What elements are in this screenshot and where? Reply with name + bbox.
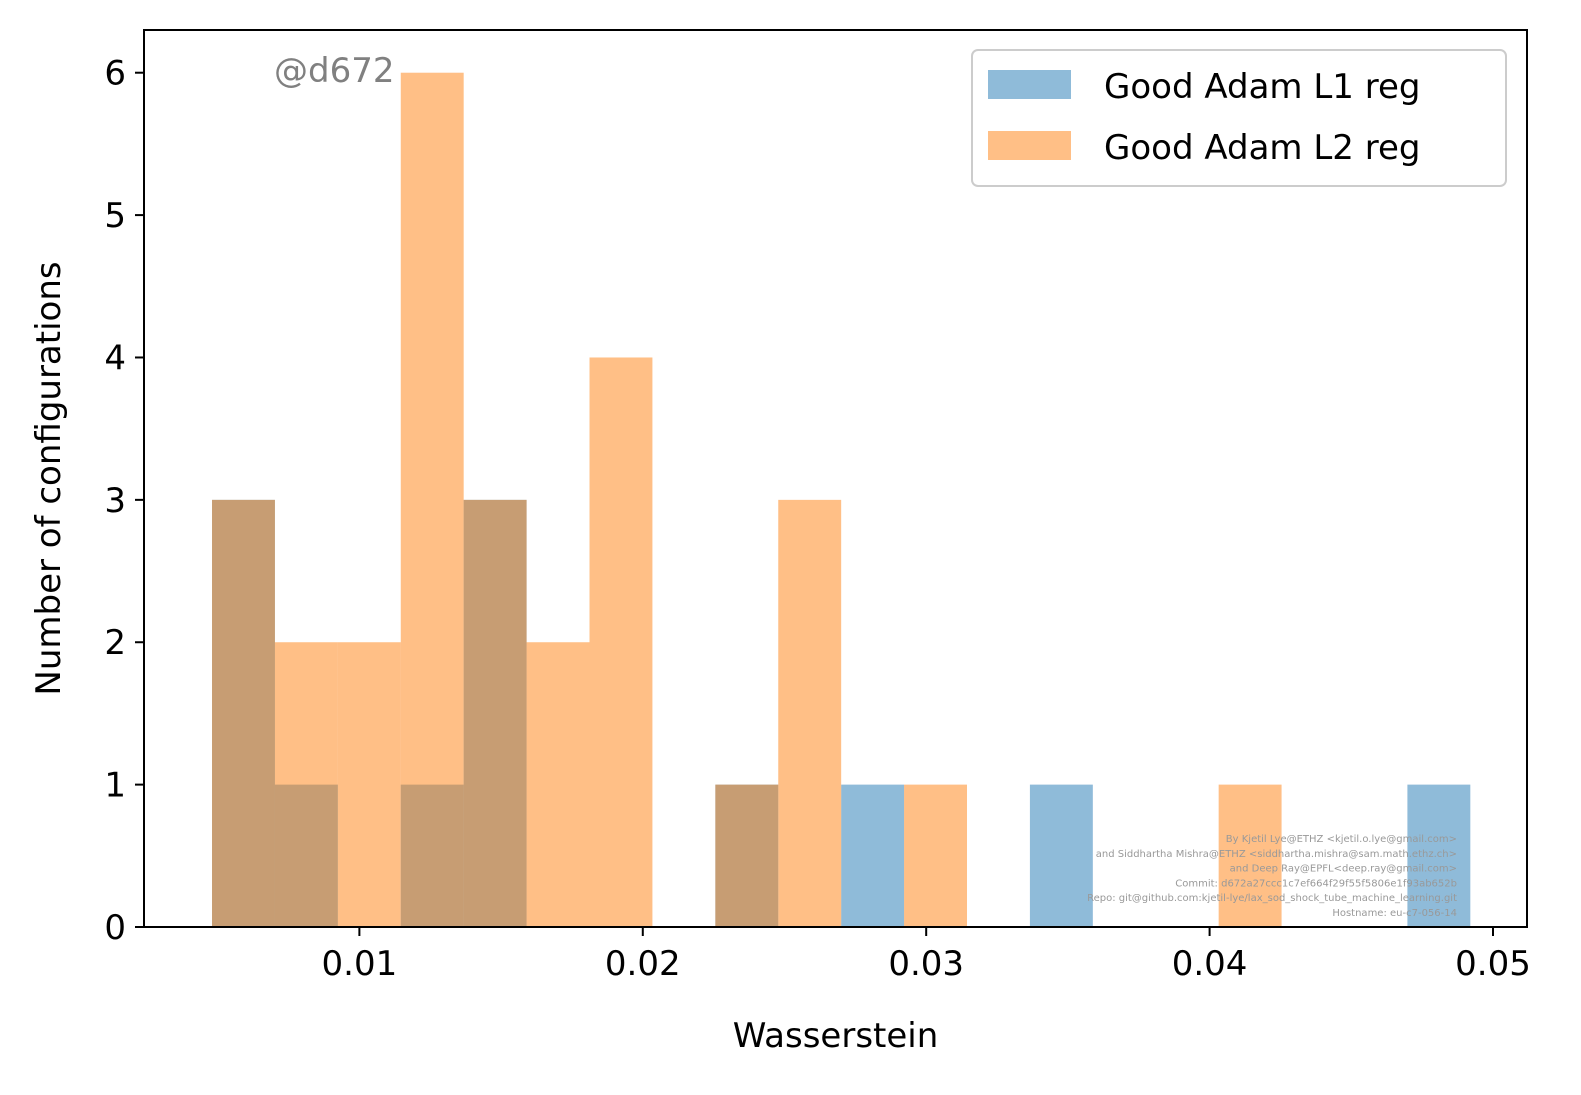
series-l2-bars <box>212 72 1282 927</box>
y-tick-label: 5 <box>104 196 126 236</box>
histogram-bar <box>778 499 842 927</box>
y-tick-label: 3 <box>104 481 126 521</box>
histogram-bar <box>337 642 401 927</box>
x-tick-label: 0.04 <box>1172 944 1248 984</box>
credit-line: By Kjetil Lye@ETHZ <kjetil.o.lye@gmail.c… <box>1226 834 1457 845</box>
credit-line: and Deep Ray@EPFL<deep.ray@gmail.com> <box>1230 864 1457 875</box>
credit-line: and Siddhartha Mishra@ETHZ <siddhartha.m… <box>1096 849 1457 860</box>
legend-label-l2: Good Adam L2 reg <box>1104 128 1420 168</box>
histogram-bar <box>904 784 967 927</box>
credit-line: Repo: git@github.com:kjetil-lye/lax_sod_… <box>1087 893 1457 904</box>
y-tick-label: 1 <box>104 766 126 806</box>
histogram-bar <box>526 642 590 927</box>
histogram-bar <box>1407 784 1471 927</box>
x-axis-label: Wasserstein <box>733 1016 939 1056</box>
histogram-bar <box>589 357 653 927</box>
y-tick-label: 4 <box>104 338 126 378</box>
histogram-bar <box>1218 784 1282 927</box>
credit-line: Hostname: eu-c7-056-14 <box>1332 908 1457 919</box>
x-axis-ticks: 0.01 0.02 0.03 0.04 0.05 <box>322 927 1531 984</box>
plot-frame <box>143 29 1528 928</box>
y-tick-label: 6 <box>104 54 126 94</box>
histogram-bar <box>463 499 527 927</box>
histogram-bar <box>400 72 464 927</box>
x-tick-label: 0.05 <box>1455 944 1531 984</box>
histogram-bar <box>715 784 779 927</box>
legend: Good Adam L1 reg Good Adam L2 reg <box>971 49 1507 187</box>
histogram-bar <box>274 642 338 927</box>
legend-swatch-l1 <box>988 70 1071 99</box>
histogram-bar <box>212 499 275 927</box>
credits-block: By Kjetil Lye@ETHZ <kjetil.o.lye@gmail.c… <box>1087 834 1457 919</box>
histogram-bar <box>841 784 905 927</box>
histogram-bar <box>1029 784 1093 927</box>
x-tick-label: 0.02 <box>605 944 681 984</box>
y-axis-label: Number of configurations <box>29 261 69 695</box>
y-axis-ticks: 0 1 2 3 4 5 6 <box>104 54 144 948</box>
x-tick-label: 0.01 <box>322 944 398 984</box>
legend-swatch-l2 <box>988 131 1071 160</box>
legend-box <box>971 49 1507 187</box>
x-tick-label: 0.03 <box>888 944 964 984</box>
y-tick-label: 0 <box>104 908 126 948</box>
watermark-text: @d672 <box>274 51 394 91</box>
credit-line: Commit: d672a27ccc1c7ef664f29f55f5806e1f… <box>1175 878 1457 889</box>
y-tick-label: 2 <box>104 623 126 663</box>
legend-label-l1: Good Adam L1 reg <box>1104 67 1420 107</box>
